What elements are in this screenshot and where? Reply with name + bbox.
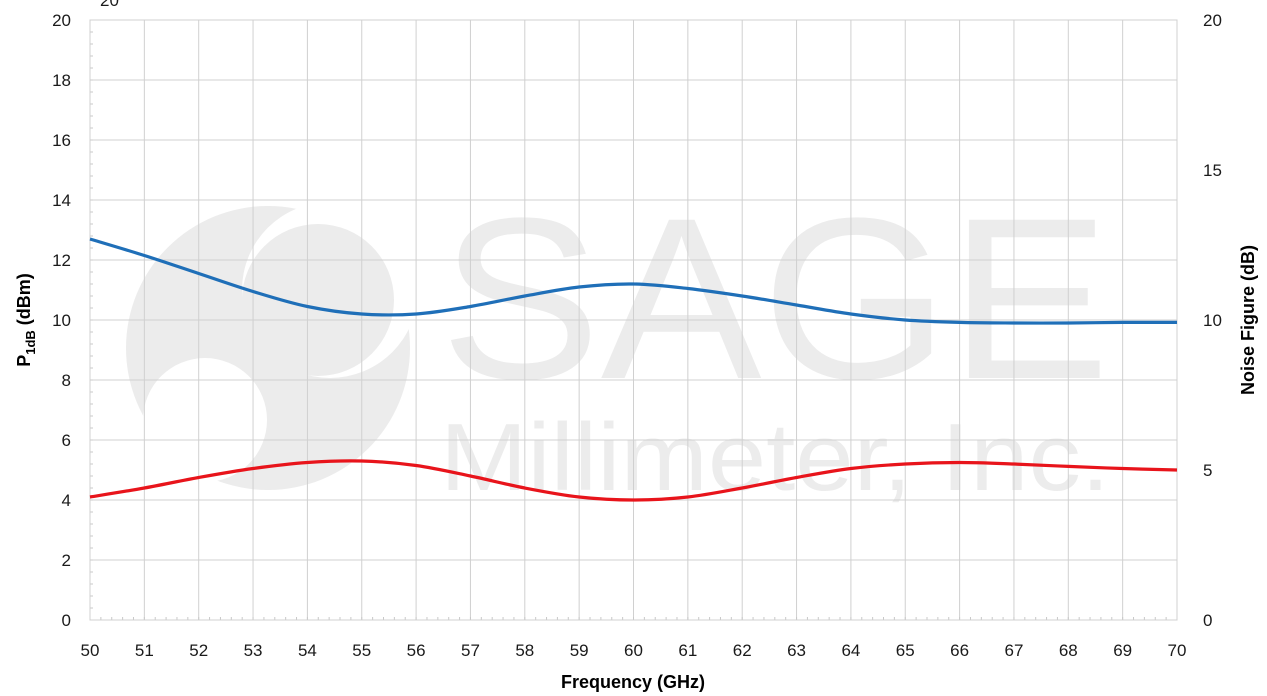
x-tick-label: 63 [787, 641, 806, 660]
y2-axis-tick-labels: 0 5 10 15 20 [1203, 11, 1222, 630]
y2-tick-label: 20 [1203, 11, 1222, 30]
y-tick-label: 10 [52, 311, 71, 330]
x-tick-label: 59 [570, 641, 589, 660]
x-tick-label: 55 [352, 641, 371, 660]
y-axis-title: P1dB (dBm) [14, 273, 38, 367]
y2-tick-label: 15 [1203, 161, 1222, 180]
y2-tick-label: 5 [1203, 461, 1212, 480]
partial-top-label: 20 [100, 0, 119, 10]
watermark: SAGE Millimeter, Inc. [126, 170, 1110, 511]
x-tick-label: 58 [515, 641, 534, 660]
y2-axis-title: Noise Figure (dB) [1238, 245, 1258, 395]
y-axis-title-main: P [14, 355, 34, 367]
series-line-1 [89, 237, 1178, 325]
x-axis-tick-labels: 50 51 52 53 54 55 56 57 58 59 60 61 62 63 64 65 66 67 68 69… [81, 641, 1187, 660]
x-tick-label: 51 [135, 641, 154, 660]
x-axis-title: Frequency (GHz) [561, 672, 705, 692]
x-tick-label: 65 [896, 641, 915, 660]
x-tick-label: 67 [1004, 641, 1023, 660]
y-axis-title-rest: (dBm) [14, 273, 34, 330]
watermark-company-name: SAGE [440, 170, 1110, 427]
watermark-logo [126, 202, 418, 490]
x-tick-label: 69 [1113, 641, 1132, 660]
y-tick-label: 8 [62, 371, 71, 390]
series-line-2 [89, 459, 1178, 502]
watermark-company-sub: Millimeter, Inc. [440, 404, 1110, 511]
series-layer [89, 237, 1178, 502]
x-tick-label: 62 [733, 641, 752, 660]
y-axis-tick-labels: 0 2 4 6 8 10 12 14 16 18 20 [52, 11, 71, 630]
plot-area-frame [89, 19, 1178, 621]
y-tick-label: 0 [62, 611, 71, 630]
y-tick-label: 2 [62, 551, 71, 570]
x-tick-label: 68 [1059, 641, 1078, 660]
y-axis-title-sub: 1dB [23, 330, 38, 355]
y-tick-label: 12 [52, 251, 71, 270]
x-tick-label: 52 [189, 641, 208, 660]
x-tick-label: 64 [841, 641, 860, 660]
y-tick-label: 14 [52, 191, 71, 210]
x-tick-label: 70 [1168, 641, 1187, 660]
x-tick-label: 61 [678, 641, 697, 660]
y-tick-label: 6 [62, 431, 71, 450]
y2-tick-label: 10 [1203, 311, 1222, 330]
x-tick-label: 60 [624, 641, 643, 660]
y-tick-label: 18 [52, 71, 71, 90]
y-tick-label: 20 [52, 11, 71, 30]
y-tick-label: 16 [52, 131, 71, 150]
gridlines [89, 19, 1178, 621]
x-tick-label: 66 [950, 641, 969, 660]
x-tick-label: 56 [407, 641, 426, 660]
y2-tick-label: 0 [1203, 611, 1212, 630]
y-tick-label: 4 [62, 491, 71, 510]
x-tick-label: 50 [81, 641, 100, 660]
x-tick-label: 54 [298, 641, 317, 660]
x-tick-label: 53 [244, 641, 263, 660]
x-tick-label: 57 [461, 641, 480, 660]
